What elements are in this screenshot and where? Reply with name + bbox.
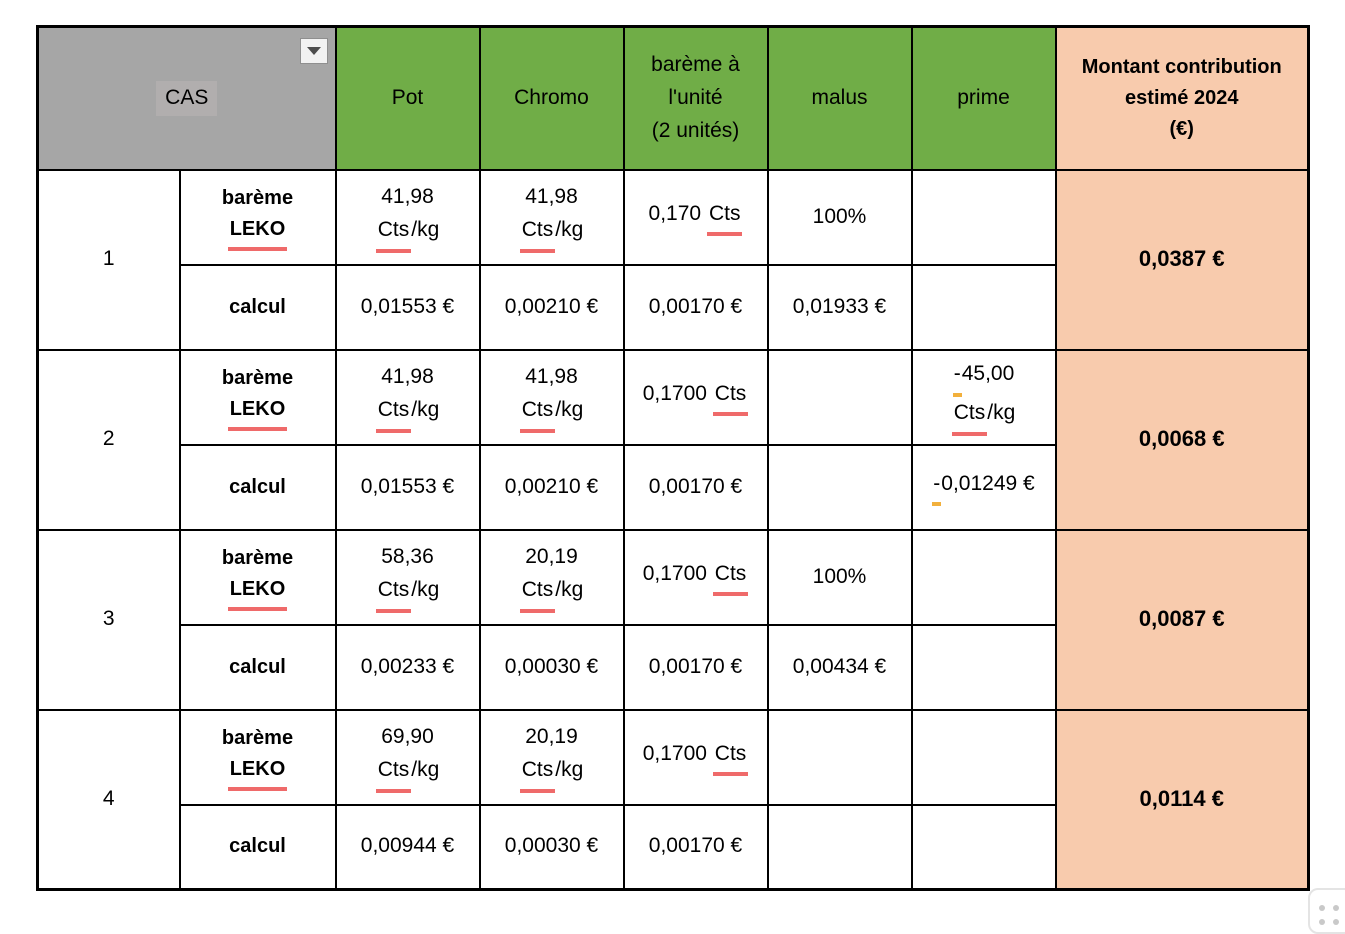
cas-header-cell: CAS [36, 25, 337, 171]
case-4-number: 4 [36, 708, 181, 891]
contribution-table: CAS Pot Chromo barème à l'unité (2 unité… [36, 25, 1310, 891]
case-3-malus-calcul: 0,00434 € [766, 623, 913, 711]
case-2-prime-bareme: -45,00 Cts/kg [910, 348, 1057, 446]
case-4-malus-calcul [766, 803, 913, 891]
filter-dropdown-button[interactable] [299, 38, 328, 64]
case-1-malus-bareme: 100% [766, 168, 913, 266]
case-2-pot-calcul: 0,01553 € [334, 443, 481, 531]
header-bareme-unite: barème à l'unité (2 unités) [622, 25, 769, 171]
case-4-pot-calcul: 0,00944 € [334, 803, 481, 891]
case-4-chromo-calcul: 0,00030 € [478, 803, 625, 891]
case-3-calcul-label: calcul [178, 623, 337, 711]
case-2-unite-bareme: 0,1700 Cts [622, 348, 769, 446]
case-4-calcul-row: calcul 0,00944 € 0,00030 € 0,00170 € [38, 803, 1309, 891]
case-4-malus-bareme [766, 708, 913, 806]
grip-handle-button[interactable] [1308, 888, 1345, 934]
case-1-unite-bareme: 0,170 Cts [622, 168, 769, 266]
case-3-prime-bareme [910, 528, 1057, 626]
case-1-number: 1 [36, 168, 181, 351]
case-1-bareme-row: 1 barème LEKO 41,98 Cts/kg 41,98 Cts/kg … [36, 168, 1310, 351]
case-2-calcul-label: calcul [178, 443, 337, 531]
case-4-bareme-row: 4 barème LEKO 69,90 Cts/kg 20,19 Cts/kg … [36, 708, 1310, 891]
case-3-unite-calcul: 0,00170 € [622, 623, 769, 711]
case-4-bareme-label: barème LEKO [178, 708, 337, 806]
case-2-malus-calcul [766, 443, 913, 531]
case-1-total: 0,0387 € [1054, 168, 1310, 351]
case-2-unite-calcul: 0,00170 € [622, 443, 769, 531]
grip-dots-icon [1319, 905, 1345, 925]
case-4-prime-bareme [910, 708, 1057, 806]
case-1-chromo-bareme: 41,98 Cts/kg [478, 168, 625, 266]
case-2-malus-bareme [766, 348, 913, 446]
case-2-pot-bareme: 41,98 Cts/kg [334, 348, 481, 446]
case-3-number: 3 [36, 528, 181, 711]
case-2-bareme-label: barème LEKO [178, 348, 337, 446]
case-1-prime-bareme [910, 168, 1057, 266]
case-1-unite-calcul: 0,00170 € [622, 263, 769, 351]
case-1-pot-calcul: 0,01553 € [334, 263, 481, 351]
case-1-calcul-label: calcul [178, 263, 337, 351]
case-1-prime-calcul [910, 263, 1057, 351]
case-3-bareme-row: 3 barème LEKO 58,36 Cts/kg 20,19 Cts/kg … [36, 528, 1310, 711]
case-2-number: 2 [36, 348, 181, 531]
case-3-prime-calcul [910, 623, 1057, 711]
case-2-chromo-calcul: 0,00210 € [478, 443, 625, 531]
case-3-calcul-row: calcul 0,00233 € 0,00030 € 0,00170 € 0,0… [38, 623, 1309, 711]
case-4-prime-calcul [910, 803, 1057, 891]
case-2-calcul-row: calcul 0,01553 € 0,00210 € 0,00170 € -0,… [38, 443, 1309, 531]
case-2-prime-calcul: -0,01249 € [910, 443, 1057, 531]
case-4-unite-calcul: 0,00170 € [622, 803, 769, 891]
case-1-chromo-calcul: 0,00210 € [478, 263, 625, 351]
case-1-malus-calcul: 0,01933 € [766, 263, 913, 351]
case-3-malus-bareme: 100% [766, 528, 913, 626]
case-3-pot-bareme: 58,36 Cts/kg [334, 528, 481, 626]
case-3-chromo-bareme: 20,19 Cts/kg [478, 528, 625, 626]
header-montant: Montant contribution estimé 2024 (€) [1054, 25, 1310, 171]
case-3-unite-bareme: 0,1700 Cts [622, 528, 769, 626]
case-4-calcul-label: calcul [178, 803, 337, 891]
header-row: CAS Pot Chromo barème à l'unité (2 unité… [36, 25, 1310, 171]
case-2-bareme-row: 2 barème LEKO 41,98 Cts/kg 41,98 Cts/kg … [36, 348, 1310, 531]
case-3-bareme-label: barème LEKO [178, 528, 337, 626]
header-prime: prime [910, 25, 1057, 171]
case-2-chromo-bareme: 41,98 Cts/kg [478, 348, 625, 446]
case-1-calcul-row: calcul 0,01553 € 0,00210 € 0,00170 € 0,0… [38, 263, 1309, 351]
header-chromo: Chromo [478, 25, 625, 171]
case-4-unite-bareme: 0,1700 Cts [622, 708, 769, 806]
case-3-chromo-calcul: 0,00030 € [478, 623, 625, 711]
case-4-chromo-bareme: 20,19 Cts/kg [478, 708, 625, 806]
chevron-down-icon [306, 47, 321, 55]
case-1-bareme-label: barème LEKO [178, 168, 337, 266]
case-2-total: 0,0068 € [1054, 348, 1310, 531]
header-pot: Pot [334, 25, 481, 171]
header-malus: malus [766, 25, 913, 171]
case-1-pot-bareme: 41,98 Cts/kg [334, 168, 481, 266]
case-4-total: 0,0114 € [1054, 708, 1310, 891]
cas-header-label: CAS [156, 80, 218, 116]
case-4-pot-bareme: 69,90 Cts/kg [334, 708, 481, 806]
case-3-total: 0,0087 € [1054, 528, 1310, 711]
case-3-pot-calcul: 0,00233 € [334, 623, 481, 711]
